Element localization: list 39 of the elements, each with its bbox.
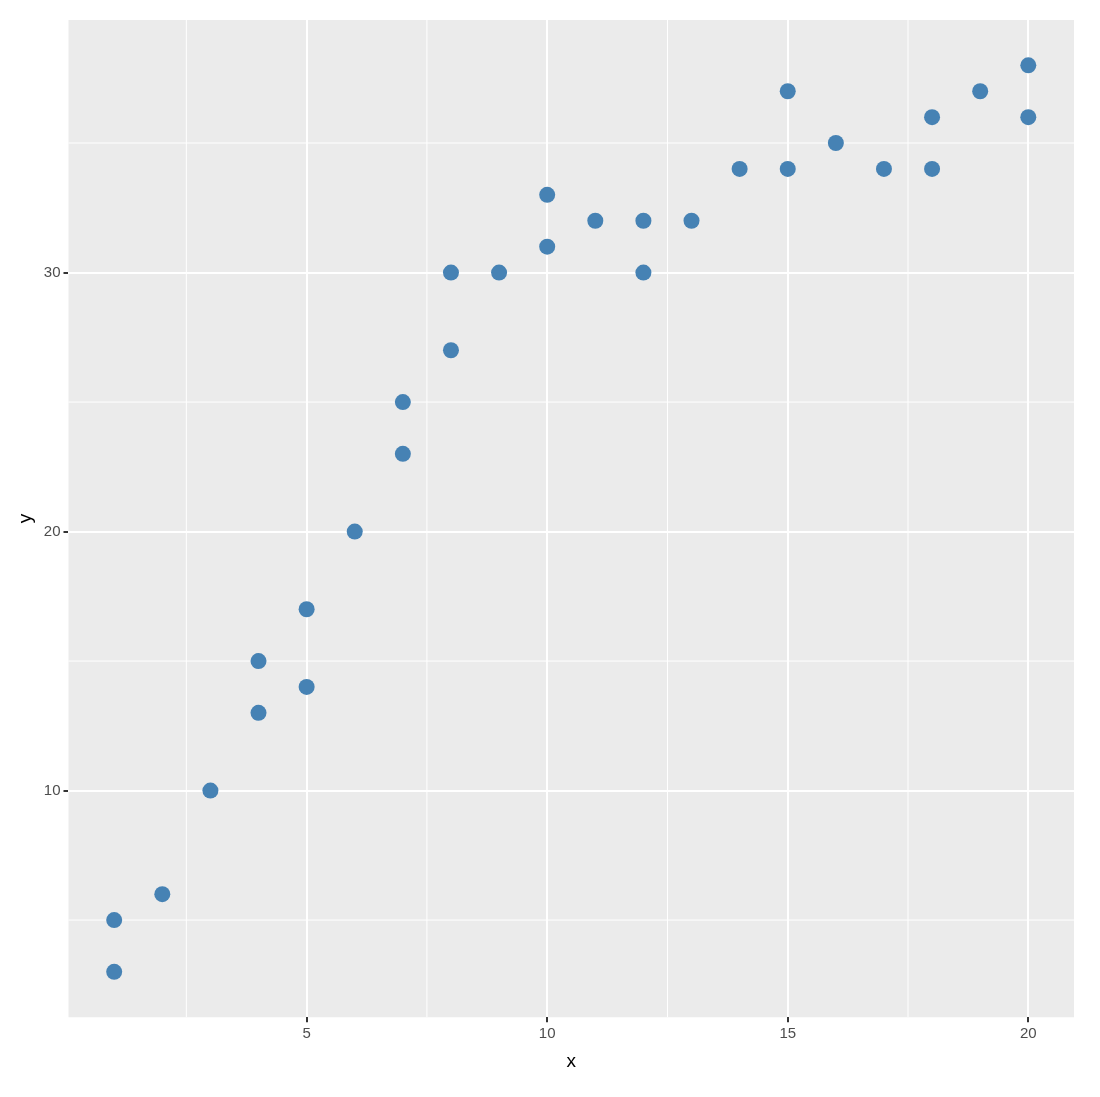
y-axis-title: y: [13, 513, 35, 524]
x-tick-label: 15: [779, 1024, 797, 1042]
point: [539, 238, 556, 255]
point: [731, 160, 748, 177]
point: [250, 653, 267, 670]
x-tick-label: 5: [302, 1024, 311, 1042]
point: [779, 83, 796, 100]
point: [827, 135, 844, 152]
point: [394, 394, 411, 411]
point: [106, 912, 123, 929]
point: [250, 704, 267, 721]
point: [346, 523, 363, 540]
point: [635, 264, 652, 281]
point: [924, 160, 941, 177]
point: [442, 264, 459, 281]
point: [683, 212, 700, 229]
point: [635, 212, 652, 229]
point: [779, 160, 796, 177]
point: [394, 445, 411, 462]
point: [972, 83, 989, 100]
point: [1020, 109, 1037, 126]
point: [924, 109, 941, 126]
y-tick-label: 20: [43, 521, 61, 539]
point: [491, 264, 508, 281]
point: [442, 342, 459, 359]
x-axis-title: x: [566, 1049, 577, 1071]
y-tick-label: 30: [43, 262, 61, 280]
point: [1020, 57, 1037, 74]
point: [298, 678, 315, 695]
point: [106, 963, 123, 980]
y-tick-label: 10: [43, 780, 61, 798]
x-tick-label: 10: [538, 1024, 556, 1042]
point: [202, 782, 219, 799]
point: [587, 212, 604, 229]
x-tick-label: 20: [1019, 1024, 1037, 1042]
point: [875, 160, 892, 177]
point: [298, 601, 315, 618]
point: [154, 886, 171, 903]
point: [539, 186, 556, 203]
